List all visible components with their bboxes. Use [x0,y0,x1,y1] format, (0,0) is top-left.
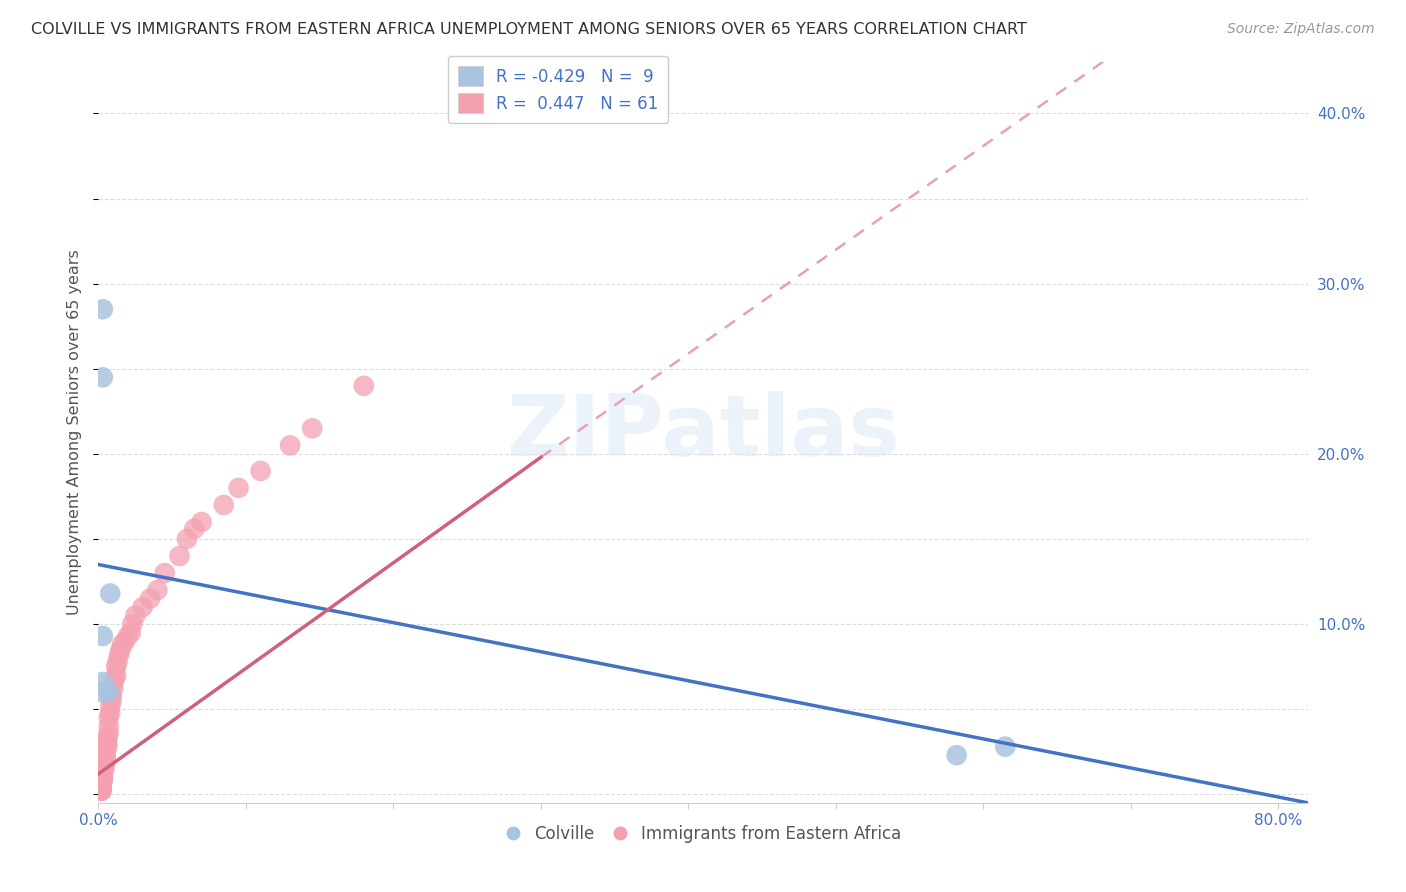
Point [131,600,153,615]
Point [90,784,112,798]
Point [94,745,117,759]
Point [96,736,118,750]
Point [90,782,112,797]
Point [90,780,112,795]
Text: Source: ZipAtlas.com: Source: ZipAtlas.com [1227,22,1375,37]
Text: COLVILLE VS IMMIGRANTS FROM EASTERN AFRICA UNEMPLOYMENT AMONG SENIORS OVER 65 YE: COLVILLE VS IMMIGRANTS FROM EASTERN AFRI… [31,22,1026,37]
Point [176,532,198,546]
Point [100,689,122,703]
Point [212,498,235,512]
Text: ZIPatlas: ZIPatlas [506,391,900,475]
Point [90,779,112,793]
Point [117,629,139,643]
Point [96,739,118,754]
Point [121,617,143,632]
Point [97,719,120,733]
Point [91,685,114,699]
Point [96,731,118,745]
Point [301,421,323,435]
Point [101,676,124,690]
Point [190,515,212,529]
Point [90,782,112,797]
Point [91,764,114,778]
Point [120,625,142,640]
Point [98,706,121,720]
Point [994,739,1017,754]
Point [105,659,128,673]
Point [110,642,132,657]
Point [91,767,114,781]
Point [90,773,112,788]
Point [91,770,114,784]
Point [183,522,205,536]
Point [353,379,375,393]
Point [100,694,122,708]
Point [94,753,117,767]
Point [93,760,115,774]
Point [90,775,112,789]
Point [146,582,169,597]
Point [278,438,301,452]
Point [91,302,114,317]
Point [97,685,120,699]
Point [91,675,114,690]
Point [97,711,120,725]
Point [93,756,115,771]
Point [153,566,176,580]
Point [107,655,129,669]
Point [90,780,112,795]
Point [93,762,115,776]
Point [108,648,131,662]
Point [91,370,114,384]
Point [169,549,191,563]
Point [90,777,112,791]
Point [139,591,162,606]
Point [91,773,114,788]
Point [111,638,134,652]
Point [90,784,112,798]
Point [90,775,112,789]
Point [105,668,128,682]
Point [91,629,114,643]
Point [228,481,250,495]
Legend: Colville, Immigrants from Eastern Africa: Colville, Immigrants from Eastern Africa [498,819,908,850]
Point [945,748,967,763]
Point [114,634,136,648]
Point [90,779,112,793]
Y-axis label: Unemployment Among Seniors over 65 years: Unemployment Among Seniors over 65 years [67,250,83,615]
Point [124,608,146,623]
Point [98,586,121,600]
Point [91,772,114,786]
Point [94,749,117,764]
Point [249,464,271,478]
Point [97,726,120,740]
Point [98,698,121,713]
Point [101,681,124,696]
Point [104,672,127,686]
